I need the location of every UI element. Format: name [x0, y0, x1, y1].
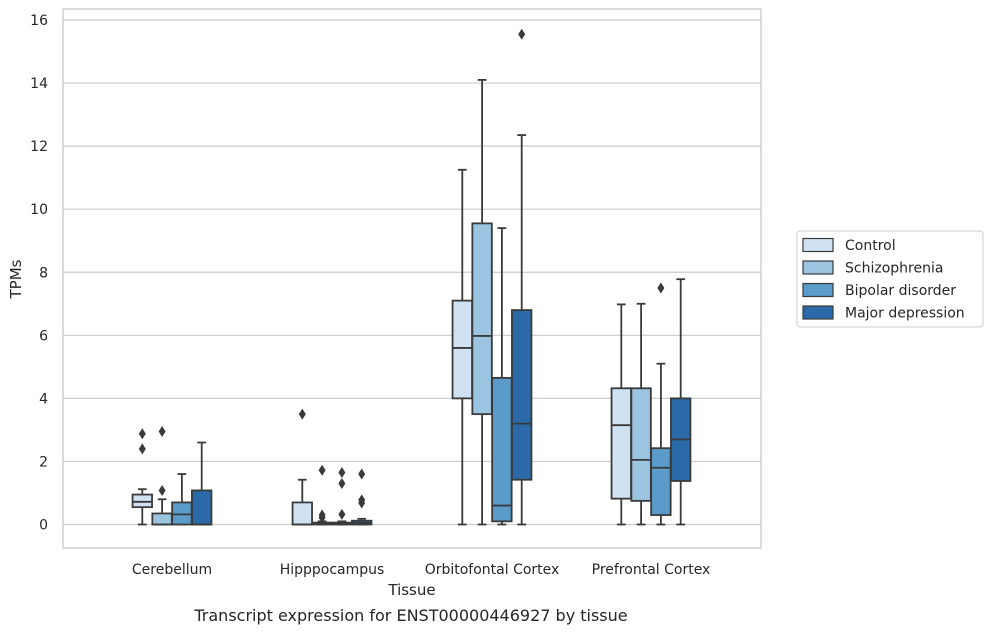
legend-label: Control	[845, 238, 896, 254]
box	[331, 466, 353, 526]
outlier-point	[358, 497, 366, 509]
x-tick-label: Hipppocampus	[280, 562, 385, 578]
x-tick-label: Prefrontal Cortex	[592, 562, 711, 578]
box-iqr	[171, 501, 193, 526]
box-iqr	[151, 512, 173, 526]
y-tick-label: 10	[30, 202, 48, 218]
outlier-point	[358, 468, 366, 480]
axis-ticks: 0 2 4 6 8 10 12 14 16 Cerebellum Hipppocampus Orbit…	[30, 13, 710, 578]
y-tick-label: 0	[39, 518, 48, 534]
legend-frame	[796, 230, 984, 328]
outlier-point	[138, 428, 146, 440]
box	[630, 302, 652, 526]
box-iqr	[630, 387, 652, 502]
box	[451, 168, 473, 526]
legend-swatch	[802, 260, 834, 275]
box-iqr	[471, 222, 493, 416]
box	[670, 278, 692, 526]
box-iqr	[131, 493, 153, 509]
box	[471, 79, 493, 526]
y-tick-label: 16	[30, 13, 48, 29]
box	[291, 408, 313, 526]
x-tick-label: Orbitofontal Cortex	[425, 562, 560, 578]
legend-label: Bipolar disorder	[845, 283, 956, 299]
outlier-point	[338, 508, 346, 520]
outlier-point	[338, 478, 346, 490]
legend-label: Major depression	[845, 306, 965, 322]
y-axis-label: TPMs	[7, 259, 25, 299]
figure-caption: Transcript expression for ENST0000044692…	[194, 606, 628, 625]
box	[650, 282, 672, 526]
legend-swatch	[802, 282, 834, 298]
box-iqr	[191, 489, 213, 526]
legend-swatch	[802, 305, 834, 320]
series-major-depression	[191, 28, 692, 526]
box	[311, 464, 333, 526]
y-tick-label: 2	[39, 454, 48, 470]
outlier-point	[298, 408, 306, 420]
outlier-point	[138, 443, 146, 455]
outlier-point	[318, 512, 326, 524]
box	[151, 425, 173, 526]
y-tick-label: 12	[30, 139, 48, 155]
legend-label: Schizophrenia	[845, 261, 943, 277]
series-control	[131, 168, 632, 526]
y-tick-label: 4	[39, 391, 48, 407]
box-iqr	[511, 309, 533, 481]
legend-swatch	[802, 237, 834, 253]
outlier-point	[158, 484, 166, 496]
outlier-point	[518, 28, 526, 40]
box	[171, 473, 193, 526]
y-tick-label: 8	[39, 265, 48, 281]
box-iqr	[491, 376, 513, 523]
box-iqr	[291, 501, 313, 526]
x-tick-label: Cerebellum	[132, 562, 212, 578]
outlier-point	[338, 466, 346, 478]
y-tick-label: 6	[39, 328, 48, 344]
box	[131, 428, 153, 526]
box	[511, 28, 533, 526]
outlier-point	[318, 464, 326, 476]
box	[351, 468, 373, 526]
box	[191, 441, 213, 526]
box-series	[131, 28, 692, 526]
box-iqr	[650, 447, 672, 516]
legend: Control Schizophrenia Bipolar disorder Majo…	[796, 230, 984, 328]
outlier-point	[158, 425, 166, 437]
outlier-point	[657, 282, 665, 294]
x-axis-label: Tissue	[387, 581, 435, 599]
y-tick-label: 14	[30, 76, 48, 92]
box-iqr	[610, 387, 632, 500]
box-iqr	[451, 299, 473, 400]
series-bipolar-disorder	[171, 227, 672, 526]
series-schizophrenia	[151, 79, 652, 526]
